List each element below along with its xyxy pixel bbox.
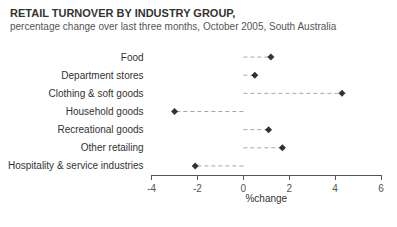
svg-text:-2: -2	[193, 183, 202, 194]
svg-text:%change: %change	[245, 193, 287, 204]
svg-text:Hospitality & service industri: Hospitality & service industries	[8, 160, 144, 171]
svg-text:6: 6	[378, 183, 384, 194]
svg-text:2: 2	[286, 183, 292, 194]
svg-text:Household goods: Household goods	[66, 106, 144, 117]
svg-text:-4: -4	[147, 183, 156, 194]
svg-text:0: 0	[241, 183, 247, 194]
svg-text:Recreational goods: Recreational goods	[57, 124, 143, 135]
svg-text:RETAIL TURNOVER BY INDUSTRY GR: RETAIL TURNOVER BY INDUSTRY GROUP,	[10, 7, 235, 19]
svg-text:Other retailing: Other retailing	[81, 142, 144, 153]
svg-text:percentage change over last th: percentage change over last three months…	[10, 21, 337, 32]
svg-text:Clothing & soft goods: Clothing & soft goods	[49, 88, 144, 99]
svg-text:Food: Food	[121, 52, 144, 63]
svg-text:Department stores: Department stores	[61, 70, 143, 81]
svg-text:4: 4	[332, 183, 338, 194]
